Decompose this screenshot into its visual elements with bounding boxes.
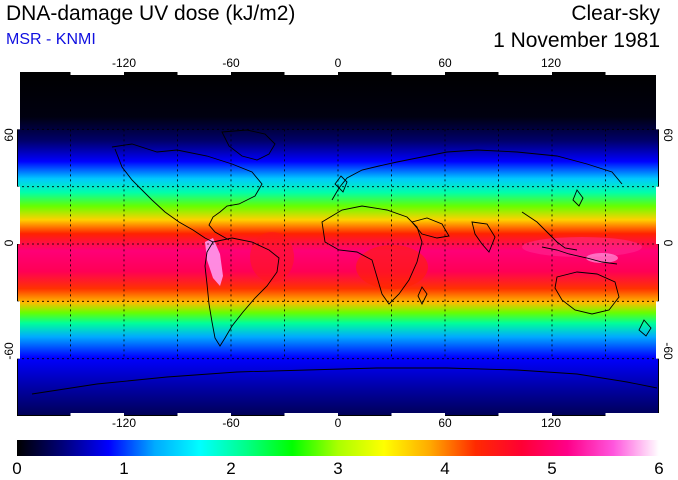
india bbox=[471, 221, 496, 253]
lon-tick-top: -120 bbox=[111, 56, 137, 70]
maritime-continent bbox=[541, 246, 618, 265]
lon-tick-top: -60 bbox=[222, 56, 240, 70]
uv-dose-map bbox=[17, 72, 659, 416]
frame-tick-bar bbox=[498, 413, 552, 416]
amazon-hotspot bbox=[250, 232, 294, 282]
colorbar-label: 1 bbox=[119, 459, 129, 478]
arabia bbox=[411, 217, 450, 239]
colorbar-label: 2 bbox=[226, 459, 236, 478]
japan bbox=[572, 189, 584, 207]
frame-tick-bar bbox=[605, 72, 659, 75]
frame-tick-bar bbox=[17, 301, 20, 359]
frame-tick-bar bbox=[284, 72, 338, 75]
lat-tick-left: 60 bbox=[2, 128, 16, 142]
colorbar-scale bbox=[17, 440, 659, 456]
warm-pool-hotspot bbox=[522, 237, 642, 257]
lon-tick-bottom: 60 bbox=[438, 416, 452, 430]
africa-hotspot bbox=[356, 245, 428, 289]
australia bbox=[554, 271, 620, 315]
greenland bbox=[221, 129, 276, 161]
madagascar bbox=[417, 286, 428, 306]
source-label: MSR - KNMI bbox=[6, 31, 96, 48]
lon-tick-top: 60 bbox=[438, 56, 452, 70]
frame-tick-bar bbox=[177, 413, 231, 416]
lat-tick-right: -60 bbox=[661, 342, 675, 360]
lat-tick-left: 0 bbox=[2, 239, 16, 247]
pacific-max-dose-patch bbox=[586, 253, 618, 263]
frame-tick-bar bbox=[70, 72, 124, 75]
colorbar-label: 4 bbox=[440, 459, 450, 478]
colorbar-label: 5 bbox=[547, 459, 557, 478]
sky-condition-label: Clear-sky bbox=[571, 2, 660, 25]
andes-max-dose-patch bbox=[205, 238, 223, 286]
britain bbox=[334, 175, 348, 193]
frame-tick-bar bbox=[17, 186, 20, 244]
frame-tick-bar bbox=[656, 301, 659, 359]
colorbar-label: 0 bbox=[12, 459, 22, 478]
frame-tick-bar bbox=[17, 72, 20, 130]
lat-tick-right: 0 bbox=[661, 239, 675, 247]
frame-tick-bar bbox=[605, 413, 659, 416]
lat-tick-left: -60 bbox=[2, 342, 16, 360]
frame-tick-bar bbox=[284, 413, 338, 416]
frame-tick-bar bbox=[177, 72, 231, 75]
antarctica-coast bbox=[31, 367, 658, 395]
date-label: 1 November 1981 bbox=[493, 29, 660, 52]
frame-tick-bar bbox=[391, 413, 445, 416]
colorbar-label: 6 bbox=[654, 459, 664, 478]
coastlines bbox=[31, 129, 658, 395]
frame-tick-bar bbox=[656, 72, 659, 130]
frame-tick-bar bbox=[70, 413, 124, 416]
colorbar-label: 3 bbox=[333, 459, 343, 478]
map-title: DNA-damage UV dose (kJ/m2) bbox=[6, 2, 296, 25]
lon-tick-bottom: -120 bbox=[111, 416, 137, 430]
new-zealand bbox=[638, 319, 652, 337]
lon-tick-bottom: 0 bbox=[334, 416, 342, 430]
frame-tick-bar bbox=[498, 72, 552, 75]
lon-tick-bottom: 120 bbox=[540, 416, 562, 430]
frame-tick-bar bbox=[656, 186, 659, 244]
frame-ticks bbox=[17, 72, 659, 416]
frame-tick-bar bbox=[391, 72, 445, 75]
lon-tick-top: 120 bbox=[540, 56, 562, 70]
lat-tick-right: 60 bbox=[661, 128, 675, 142]
lon-tick-bottom: -60 bbox=[222, 416, 240, 430]
colorbar bbox=[17, 440, 659, 456]
lon-tick-top: 0 bbox=[334, 56, 342, 70]
graticule bbox=[17, 128, 659, 360]
